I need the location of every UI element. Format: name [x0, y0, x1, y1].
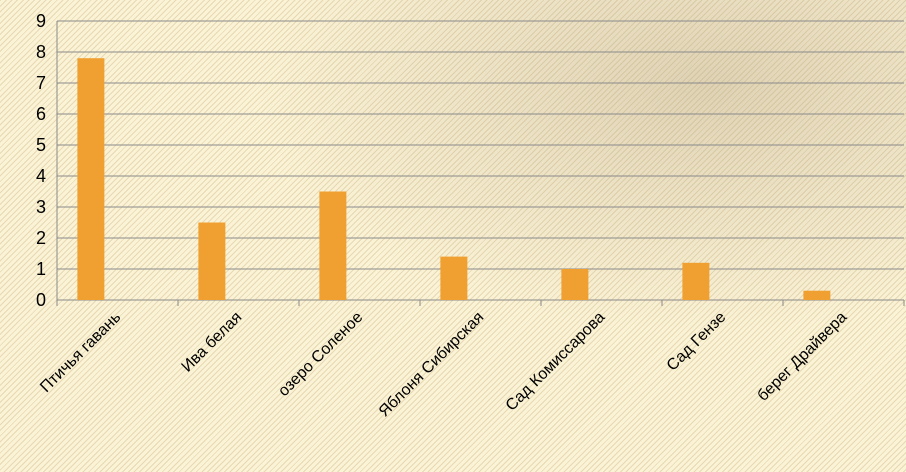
y-tick-label: 8: [36, 42, 46, 62]
y-tick-label: 9: [36, 11, 46, 31]
bars: [77, 58, 831, 301]
y-tick-label: 2: [36, 228, 46, 248]
x-tick-label: Яблоня Сибирская: [376, 309, 488, 421]
x-tick-label: озеро Соленое: [275, 309, 366, 400]
y-tick-label: 6: [36, 104, 46, 124]
y-tick-label: 0: [36, 290, 46, 310]
x-tick-label: Ива белая: [179, 309, 246, 376]
y-tick-label: 3: [36, 197, 46, 217]
x-tick-labels: Птичья гавань Ива белая озеро Соленое Яблон…: [37, 309, 850, 421]
y-tick-labels: 0 1 2 3 4 5 6 7 8 9: [36, 11, 46, 310]
bar: [561, 269, 589, 300]
y-tick-label: 4: [36, 166, 46, 186]
bar: [803, 290, 831, 300]
y-tick-label: 7: [36, 73, 46, 93]
x-tick-label: Сад Комиссарова: [503, 309, 609, 415]
bar: [77, 58, 105, 301]
y-tick-label: 5: [36, 135, 46, 155]
axes: [56, 21, 905, 306]
bar: [440, 256, 468, 300]
bar: [198, 222, 226, 300]
x-tick-label: Сад Гензе: [664, 309, 730, 375]
x-tick-label: берег Драйвера: [754, 309, 850, 405]
y-tick-label: 1: [36, 259, 46, 279]
gridlines: [57, 20, 904, 270]
bar: [682, 262, 710, 300]
bar: [319, 191, 347, 300]
x-tick-label: Птичья гавань: [37, 309, 124, 396]
